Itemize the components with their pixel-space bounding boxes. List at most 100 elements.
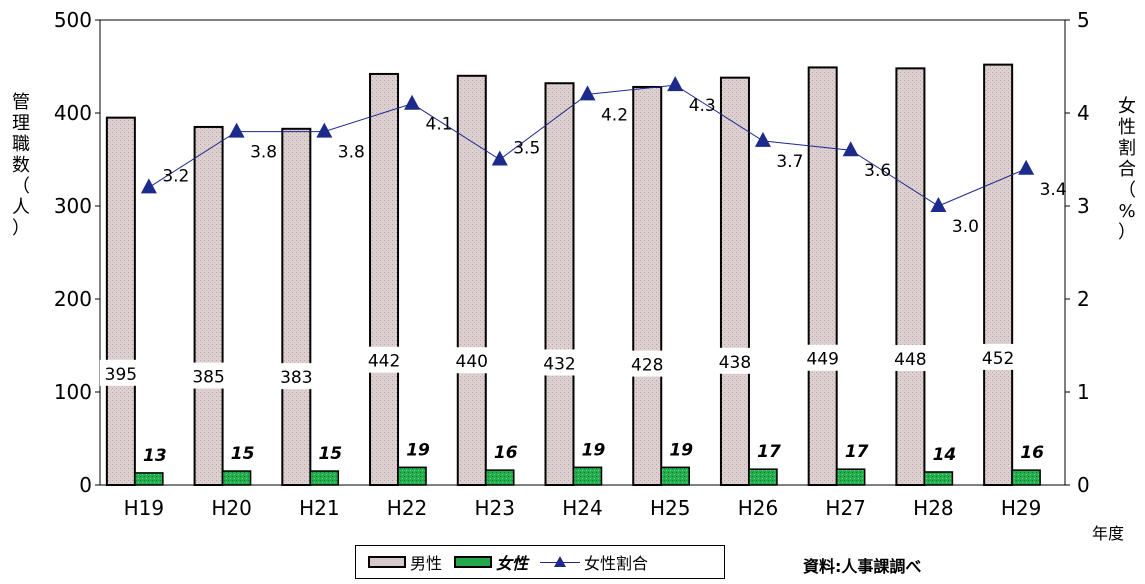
bar-female-value-label: 13: [143, 446, 167, 466]
ratio-marker: [140, 178, 157, 194]
ratio-line: [148, 84, 1027, 207]
bar-male-value-label: 452: [982, 349, 1014, 369]
ratio-value-label: 3.7: [776, 152, 803, 172]
bar-male: [105, 116, 136, 487]
bar-male-value-label: 395: [105, 365, 137, 385]
legend-swatch-male: [368, 556, 406, 568]
bar-female: [485, 469, 515, 486]
y2-tick-label: 0: [1077, 473, 1090, 497]
x-tick-label: H20: [211, 496, 252, 520]
ratio-value-label: 3.8: [338, 143, 365, 163]
bar-female: [309, 470, 340, 486]
x-tick-label: H26: [738, 496, 779, 520]
ratio-marker: [404, 94, 421, 110]
bar-male: [193, 125, 224, 486]
bar-male: [719, 76, 750, 486]
ratio-value-label: 3.0: [952, 217, 979, 237]
x-tick-label: H21: [299, 496, 340, 520]
bar-female: [134, 472, 164, 486]
ratio-marker: [1018, 159, 1035, 175]
ratio-value-label: 3.8: [250, 143, 277, 163]
x-tick-label: H27: [825, 496, 866, 520]
bar-male: [895, 67, 926, 487]
bar-male-label-bg: [363, 346, 406, 373]
legend-item-female: 女性: [454, 550, 528, 574]
ratio-marker: [491, 150, 508, 166]
bar-male-label-bg: [450, 347, 493, 374]
bar-female: [923, 471, 954, 486]
x-tick-label: H22: [387, 496, 428, 520]
bar-female-value-label: 14: [933, 445, 957, 465]
legend-label-ratio: 女性割合: [584, 554, 649, 573]
ratio-marker: [228, 122, 245, 138]
bar-male-label-bg: [187, 362, 230, 389]
ratio-marker: [316, 122, 333, 138]
bar-female-value-label: 16: [494, 443, 518, 463]
x-tick-label: H29: [1001, 496, 1042, 520]
bar-female-value-label: 19: [406, 440, 430, 460]
x-tick-label: H28: [913, 496, 954, 520]
bar-male-label-bg: [889, 345, 932, 372]
ratio-value-label: 4.2: [601, 105, 628, 125]
legend-swatch-female: [454, 556, 493, 568]
bar-male: [983, 63, 1014, 486]
bar-female-value-label: 16: [1020, 443, 1044, 463]
y-axis-title: 管理職数（人）: [12, 92, 30, 239]
x-tick-label: H23: [475, 496, 516, 520]
bar-male-value-label: 442: [368, 352, 400, 372]
x-tick-label: H24: [562, 496, 603, 520]
y2-tick-label: 4: [1077, 101, 1090, 125]
bar-male-value-label: 383: [280, 368, 312, 388]
legend: 男性 女性 女性割合: [355, 545, 725, 579]
bar-female: [660, 466, 690, 486]
bar-female-value-label: 17: [757, 442, 781, 462]
bar-male-label-bg: [801, 344, 844, 371]
bar-male-value-label: 385: [192, 368, 224, 388]
bar-male-label-bg: [977, 343, 1020, 370]
bar-male-value-label: 448: [894, 350, 926, 370]
ratio-marker: [579, 85, 596, 101]
bar-male-label-bg: [99, 359, 142, 386]
ratio-value-label: 3.2: [162, 166, 189, 186]
bar-male-value-label: 438: [719, 353, 751, 373]
bar-male-label-bg: [275, 363, 318, 390]
bar-male: [369, 72, 400, 486]
bar-male: [456, 74, 487, 487]
legend-label-male: 男性: [410, 554, 443, 573]
bar-male-value-label: 449: [806, 350, 838, 370]
chart-svg: 0 100 200 300 400 500 0 1 2 3 4 5 H19 395 13 H20 385 15 H2…: [54, 8, 1090, 520]
bar-male-label-bg: [713, 347, 756, 374]
legend-label-female: 女性: [496, 554, 529, 573]
y-tick-label: 200: [54, 287, 92, 311]
bar-male: [807, 66, 838, 487]
bar-female: [221, 470, 252, 486]
y2-tick-label: 3: [1077, 194, 1090, 218]
bar-female: [1011, 469, 1041, 486]
bar-male-value-label: 440: [456, 352, 488, 372]
bar-male-value-label: 432: [543, 354, 575, 374]
bar-female-value-label: 19: [669, 440, 693, 460]
y-tick-label: 100: [54, 380, 92, 404]
y-tick-label: 400: [54, 101, 92, 125]
bar-male-value-label: 428: [631, 356, 663, 376]
bar-male: [281, 127, 312, 486]
y-tick-label: 500: [54, 8, 92, 32]
bar-female-value-label: 19: [582, 440, 606, 460]
ratio-marker: [667, 76, 684, 92]
ratio-marker: [842, 141, 859, 157]
y2-tick-label: 5: [1077, 8, 1090, 32]
bar-male: [544, 82, 575, 487]
x-axis-title: 年度: [1092, 524, 1125, 543]
y2-tick-label: 2: [1077, 287, 1090, 311]
y-tick-label: 300: [54, 194, 92, 218]
ratio-value-label: 4.3: [689, 96, 716, 116]
ratio-value-label: 3.6: [864, 161, 891, 181]
y2-tick-label: 1: [1077, 380, 1090, 404]
bar-female: [748, 468, 778, 486]
legend-item-male: 男性: [368, 550, 442, 574]
ratio-value-label: 3.4: [1040, 180, 1067, 200]
bar-female-value-label: 15: [231, 444, 255, 464]
bar-male-label-bg: [626, 350, 669, 377]
source-note: 資料:人事課調べ: [803, 557, 922, 576]
bar-male: [632, 85, 663, 487]
